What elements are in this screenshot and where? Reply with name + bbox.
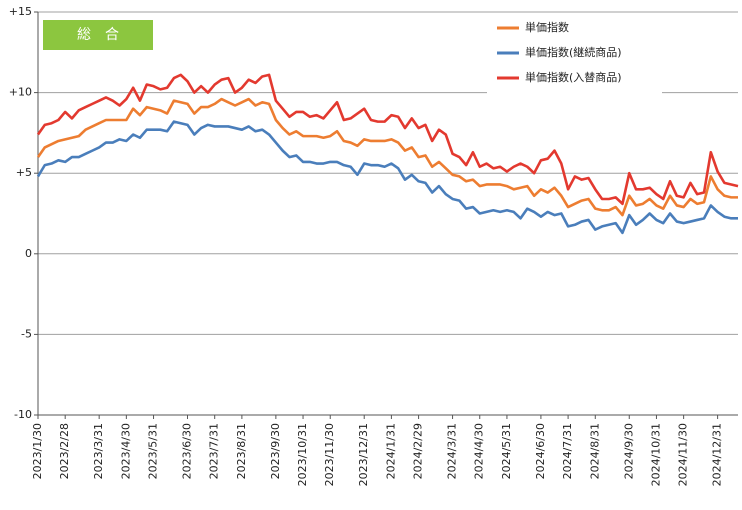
y-tick-label: -10 (14, 408, 32, 421)
x-tick-label: 2023/8/31 (235, 423, 248, 479)
x-tick-label: 2023/1/30 (31, 423, 44, 479)
x-tick-label: 2023/12/31 (357, 423, 370, 486)
x-tick-label: 2023/4/30 (119, 423, 132, 479)
x-tick-label: 2023/7/31 (208, 423, 221, 479)
series-line (36, 97, 738, 217)
x-tick-label: 2024/6/30 (534, 423, 547, 479)
y-tick-label: +15 (9, 5, 32, 18)
x-tick-label: 2024/8/31 (588, 423, 601, 479)
annotation-box (43, 20, 153, 50)
x-tick-label: 2024/5/31 (500, 423, 513, 479)
y-tick-label: 0 (25, 247, 32, 260)
legend-label: 単価指数(継続商品) (525, 45, 622, 59)
x-tick-label: 2024/11/30 (677, 423, 690, 486)
x-tick-label: 2023/2/28 (58, 423, 71, 479)
annotation: 総 合 (77, 27, 119, 43)
y-tick-label: +5 (16, 166, 32, 179)
x-tick-label: 2023/9/30 (269, 423, 282, 479)
legend-label: 単価指数(入替商品) (525, 70, 622, 84)
y-tick-label: -5 (21, 327, 32, 340)
y-tick-label: +10 (9, 86, 32, 99)
x-tick-label: 2023/3/31 (92, 423, 105, 479)
x-tick-label: 2024/7/31 (561, 423, 574, 479)
x-tick-label: 2023/10/31 (296, 423, 309, 486)
x-tick-label: 2024/10/31 (649, 423, 662, 486)
legend-label: 単価指数 (525, 20, 569, 34)
x-tick-label: 2024/12/31 (711, 423, 724, 486)
x-tick-label: 2024/1/31 (384, 423, 397, 479)
x-tick-label: 2023/11/30 (323, 423, 336, 486)
series-line (36, 73, 739, 206)
x-tick-label: 2023/5/31 (147, 423, 160, 479)
x-tick-label: 2024/2/29 (412, 423, 425, 479)
x-tick-label: 2023/6/30 (181, 423, 194, 479)
x-tick-label: 2024/9/30 (622, 423, 635, 479)
series-line (36, 120, 738, 235)
x-tick-label: 2024/3/31 (446, 423, 459, 479)
x-tick-label: 2024/4/30 (473, 423, 486, 479)
